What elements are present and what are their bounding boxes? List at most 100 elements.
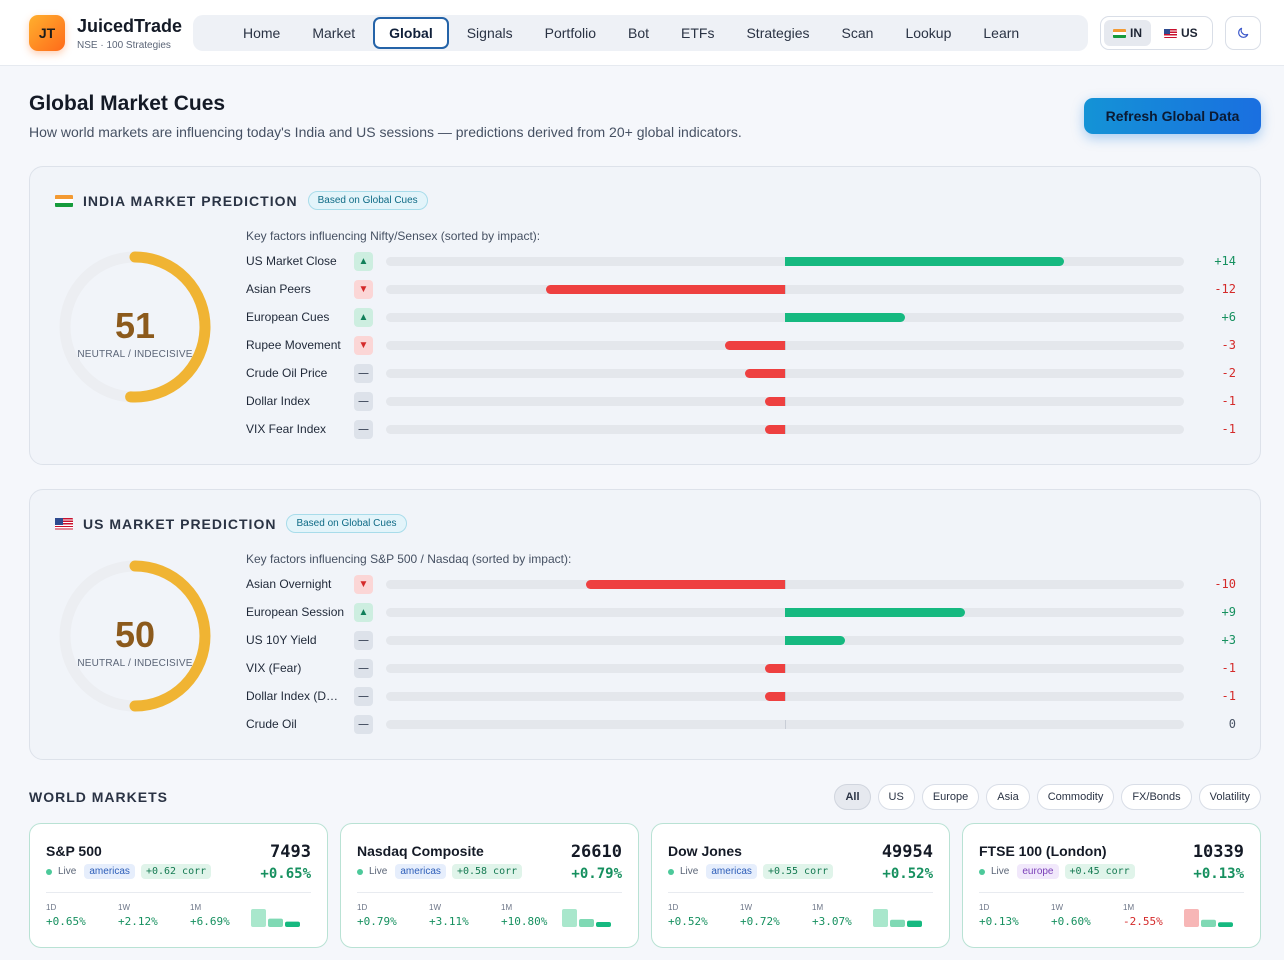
market-change: +0.13% [1193,866,1244,882]
period-label: 1D [668,903,679,912]
filter-fx-bonds[interactable]: FX/Bonds [1121,784,1192,810]
sparkline-bar [1201,919,1216,927]
nav-item-strategies[interactable]: Strategies [746,25,810,41]
logo[interactable]: JT [29,15,65,51]
dash-icon: — [354,687,373,706]
india-flag-icon [1113,28,1126,38]
top-bar: JT JuicedTrade NSE · 100 Strategies Home… [0,0,1284,66]
period-label: 1M [190,903,202,912]
nav-item-signals[interactable]: Signals [466,25,513,41]
brand-name: JuicedTrade [77,16,183,36]
card-divider [668,892,933,893]
nav-item-learn[interactable]: Learn [983,25,1020,41]
factor-center-line [785,664,786,673]
period-label: 1W [740,903,752,912]
period-return: 1W +3.11% [429,903,501,928]
market-change: +0.65% [260,866,311,882]
filter-us[interactable]: US [877,784,915,810]
sparkline-bar [268,918,283,927]
market-toggle-in-label: IN [1130,26,1142,40]
period-label: 1W [118,903,130,912]
nav-item-lookup[interactable]: Lookup [905,25,952,41]
period-return: 1W +0.60% [1051,903,1123,928]
global-cues-badge: Based on Global Cues [286,514,407,533]
factor-value: -1 [1221,422,1236,436]
filter-volatility[interactable]: Volatility [1198,784,1261,810]
factor-name: European Session [246,605,345,619]
nav-item-scan[interactable]: Scan [841,25,874,41]
factor-value: -1 [1221,661,1236,675]
period-return: 1M -2.55% [1123,903,1195,928]
factor-row: Crude Oil Price — -2 [246,364,1236,384]
market-toggle: IN US [1100,16,1213,50]
factor-row: US 10Y Yield — +3 [246,631,1236,651]
arrow-up-icon: ▲ [354,308,373,327]
period-value: +6.69% [190,915,230,928]
sparkline-bar [596,921,611,927]
market-card[interactable]: Nasdaq Composite 26610 +0.79% Live americas +… [340,823,639,948]
market-price: 10339 [1192,842,1244,862]
market-toggle-in[interactable]: IN [1104,20,1151,46]
nav-item-etfs[interactable]: ETFs [681,25,715,41]
period-value: +3.07% [812,915,852,928]
period-return: 1M +10.80% [501,903,573,928]
factor-row: Dollar Index — -1 [246,392,1236,412]
sparkline-bar [579,918,594,927]
market-toggle-us[interactable]: US [1155,20,1207,46]
period-value: +0.13% [979,915,1019,928]
factor-value: -1 [1221,689,1236,703]
factor-impact-bar [765,692,785,701]
live-label: Live [369,866,388,877]
market-tags: Live europe +0.45 corr [979,864,1135,879]
market-card[interactable]: S&P 500 7493 +0.65% Live americas +0.62 corr 1… [29,823,328,948]
filter-asia[interactable]: Asia [986,784,1030,810]
period-returns: 1D +0.79% 1W +3.11% 1M +10.80% [357,903,573,928]
us-factors-caption: Key factors influencing S&P 500 / Nasdaq… [246,552,572,566]
factor-row: Asian Overnight ▼ -10 [246,575,1236,595]
factor-name: Crude Oil [246,717,297,731]
factor-center-line [785,285,786,294]
period-return: 1M +6.69% [190,903,262,928]
filter-europe[interactable]: Europe [921,784,980,810]
period-label: 1W [429,903,441,912]
global-cues-badge: Based on Global Cues [307,191,428,210]
market-price: 49954 [881,842,933,862]
dash-icon: — [354,392,373,411]
market-price: 26610 [570,842,622,862]
nav-item-market[interactable]: Market [312,25,356,41]
moon-icon [1238,27,1249,38]
factor-name: Dollar Index [246,394,311,408]
factor-impact-bar [785,608,965,617]
factor-row: Crude Oil — 0 [246,715,1236,735]
sparkline-bar [1218,922,1233,927]
factor-value: +6 [1221,310,1236,324]
market-card[interactable]: FTSE 100 (London) 10339 +0.13% Live europe +0… [962,823,1261,948]
market-card[interactable]: Dow Jones 49954 +0.52% Live americas +0.55 co… [651,823,950,948]
period-value: +0.79% [357,915,397,928]
factor-impact-bar [725,341,785,350]
factor-value: -10 [1214,577,1236,591]
nav-item-home[interactable]: Home [243,25,281,41]
factor-impact-track [386,720,1184,729]
filter-commodity[interactable]: Commodity [1036,784,1115,810]
factor-row: Asian Peers ▼ -12 [246,280,1236,300]
nav-item-global[interactable]: Global [373,17,449,49]
period-returns: 1D +0.52% 1W +0.72% 1M +3.07% [668,903,884,928]
factor-impact-track [386,580,1184,589]
india-sentiment-label: NEUTRAL / INDECISIVE [77,349,193,360]
factor-impact-bar [765,425,785,434]
factor-impact-bar [785,636,845,645]
factor-impact-track [386,636,1184,645]
factor-impact-track [386,285,1184,294]
filter-all[interactable]: All [834,784,871,810]
correlation-tag: +0.62 corr [140,864,212,879]
nav-item-portfolio[interactable]: Portfolio [544,25,596,41]
us-panel-header: US MARKET PREDICTION Based on Global Cue… [55,514,407,533]
factor-center-line [785,341,786,350]
nav-item-bot[interactable]: Bot [628,25,650,41]
refresh-global-data-button[interactable]: Refresh Global Data [1084,98,1261,134]
factor-impact-track [386,369,1184,378]
page-subtitle: How world markets are influencing today'… [29,124,742,140]
market-name: Nasdaq Composite [357,843,484,859]
theme-toggle-button[interactable] [1225,16,1261,50]
